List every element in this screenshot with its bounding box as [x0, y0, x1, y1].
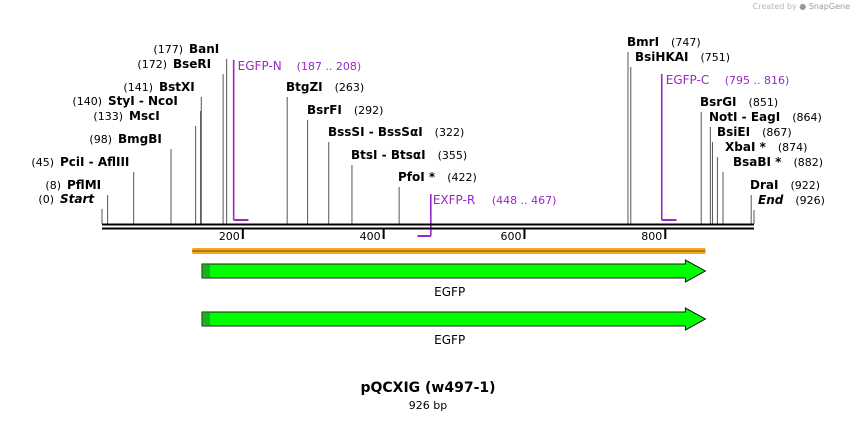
enzyme-name: BmgBI: [118, 132, 162, 146]
enzyme-name: BsrFI: [307, 103, 342, 117]
primer-exfp-r-range: (448 .. 467): [492, 194, 557, 207]
enzyme-name: BsrGI: [700, 95, 737, 109]
enzyme-name: DraI: [750, 178, 778, 192]
primer-exfp-r-label: EXFP-R: [433, 193, 475, 207]
feature-arrow[interactable]: [201, 259, 707, 283]
enzyme-name: BssSI - BssSαI: [328, 125, 423, 139]
enzyme-position: (926): [795, 194, 825, 207]
enzyme-position: (292): [354, 104, 384, 117]
enzyme-name: End: [758, 193, 784, 207]
feature-arrow[interactable]: [201, 307, 707, 331]
enzyme-position: (922): [790, 179, 820, 192]
enzyme-name: BsiEI: [717, 125, 750, 139]
snapgene-credit: Created by ● SnapGene: [753, 2, 850, 11]
primer-egfp-c-label: EGFP-C: [666, 73, 709, 87]
enzyme-name: BsaBI *: [733, 155, 782, 169]
features: EGFP EGFP: [192, 248, 707, 347]
tick-label: 400: [360, 230, 381, 243]
tick-label: 800: [641, 230, 662, 243]
enzyme-position: (322): [435, 126, 465, 139]
snapgene-logo-icon: ●: [799, 2, 807, 11]
enzyme-position: (98): [89, 133, 112, 146]
enzyme-name: Start: [60, 192, 95, 206]
enzyme-position: (355): [438, 149, 468, 162]
enzyme-name: BtgZI: [286, 80, 323, 94]
enzyme-position: (867): [762, 126, 792, 139]
enzyme-position: (851): [749, 96, 779, 109]
primers: EGFP-N (187 .. 208) EXFP-R (448 .. 467) EGFP…: [232, 59, 790, 237]
credit-brand: SnapGene: [808, 2, 850, 11]
map-title: pQCXIG (w497-1): [360, 380, 496, 396]
enzyme-name: BsiHKAI: [635, 50, 689, 64]
enzyme-position: (864): [792, 111, 822, 124]
feature-label: EGFP: [434, 333, 465, 347]
primer-egfp-n-label: EGFP-N: [238, 59, 282, 73]
sequence-backbone: 200 400 600 800: [102, 223, 754, 243]
enzyme-name: BtsI - BtsαI: [351, 148, 426, 162]
enzyme-position: (0): [38, 193, 54, 206]
enzyme-sites: (0) Start(8) PflMI (45) PciI - AflIII (98) Bmg…: [31, 35, 825, 224]
enzyme-position: (751): [701, 51, 731, 64]
enzyme-name: BseRI: [173, 57, 211, 71]
enzyme-position: (882): [793, 156, 823, 169]
enzyme-position: (177): [153, 43, 183, 56]
enzyme-name: BstXI: [159, 80, 195, 94]
primer-egfp-c-range: (795 .. 816): [725, 74, 790, 87]
enzyme-name: PfoI *: [398, 170, 436, 184]
enzyme-name: MscI: [129, 109, 160, 123]
enzyme-position: (140): [72, 95, 102, 108]
enzyme-position: (263): [335, 81, 365, 94]
enzyme-position: (422): [447, 171, 477, 184]
tick-label: 200: [219, 230, 240, 243]
tick-label: 600: [500, 230, 521, 243]
enzyme-name: BanI: [189, 42, 219, 56]
credit-prefix: Created by: [752, 2, 797, 11]
map-length: 926 bp: [408, 399, 448, 412]
enzyme-position: (8): [45, 179, 61, 192]
enzyme-position: (141): [123, 81, 153, 94]
feature-start-hatch: [201, 264, 210, 278]
enzyme-name: BmrI: [627, 35, 659, 49]
enzyme-name: PciI - AflIII: [60, 155, 129, 169]
enzyme-position: (172): [137, 58, 167, 71]
feature-start-hatch: [201, 312, 210, 326]
enzyme-name: XbaI *: [725, 140, 767, 154]
enzyme-name: StyI - NcoI: [108, 94, 178, 108]
enzyme-position: (45): [31, 156, 54, 169]
enzyme-name: NotI - EagI: [709, 110, 780, 124]
feature-label: EGFP: [434, 285, 465, 299]
enzyme-name: PflMI: [67, 178, 101, 192]
enzyme-position: (747): [671, 36, 701, 49]
primer-egfp-n-range: (187 .. 208): [297, 60, 362, 73]
enzyme-position: (133): [93, 110, 123, 123]
enzyme-position: (874): [778, 141, 808, 154]
